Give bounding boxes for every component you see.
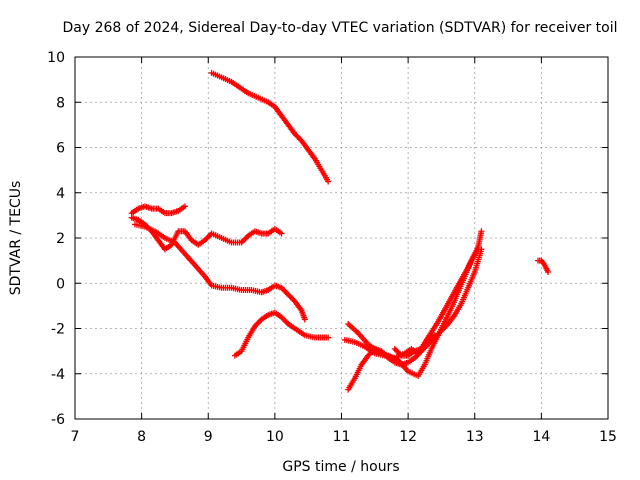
y-tick-label: -2 — [51, 322, 65, 338]
x-axis: 7 8 9 10 11 12 13 14 15 — [71, 57, 617, 445]
x-tick-label: 7 — [71, 429, 80, 445]
data-point — [325, 334, 332, 341]
series-arc-high — [208, 69, 332, 185]
series-arc-low-rise — [231, 309, 332, 359]
x-tick-label: 13 — [466, 429, 484, 445]
y-axis-label: SDTVAR / TECUs — [8, 181, 24, 296]
y-tick-label: 2 — [56, 231, 65, 247]
y-tick-label: -4 — [51, 367, 65, 383]
y-tick-label: 10 — [47, 50, 65, 66]
data-points — [128, 69, 552, 393]
x-axis-label: GPS time / hours — [282, 459, 399, 475]
data-point — [431, 332, 438, 339]
y-tick-label: -6 — [51, 412, 65, 428]
y-axis: -6 -4 -2 0 2 4 6 8 10 — [47, 50, 608, 428]
x-tick-label: 11 — [333, 429, 351, 445]
data-point — [301, 316, 308, 323]
series-arc-late — [535, 257, 552, 275]
data-point — [181, 203, 188, 210]
y-tick-label: 8 — [56, 95, 65, 111]
series-arc-upper-loop — [128, 203, 188, 217]
data-point — [478, 228, 485, 235]
data-point — [545, 268, 552, 275]
series-arc-descending — [131, 221, 308, 323]
y-tick-label: 6 — [56, 141, 65, 157]
x-tick-label: 9 — [204, 429, 213, 445]
x-tick-label: 15 — [599, 429, 617, 445]
data-point — [278, 230, 285, 237]
data-point — [325, 178, 332, 185]
y-tick-label: 0 — [56, 276, 65, 292]
x-tick-label: 8 — [137, 429, 146, 445]
x-tick-label: 10 — [266, 429, 284, 445]
series-arc-mid-trough — [391, 332, 438, 359]
gridlines — [75, 57, 608, 419]
y-tick-label: 4 — [56, 186, 65, 202]
chart-title: Day 268 of 2024, Sidereal Day-to-day VTE… — [62, 20, 617, 36]
x-tick-label: 14 — [532, 429, 550, 445]
x-tick-label: 12 — [399, 429, 417, 445]
